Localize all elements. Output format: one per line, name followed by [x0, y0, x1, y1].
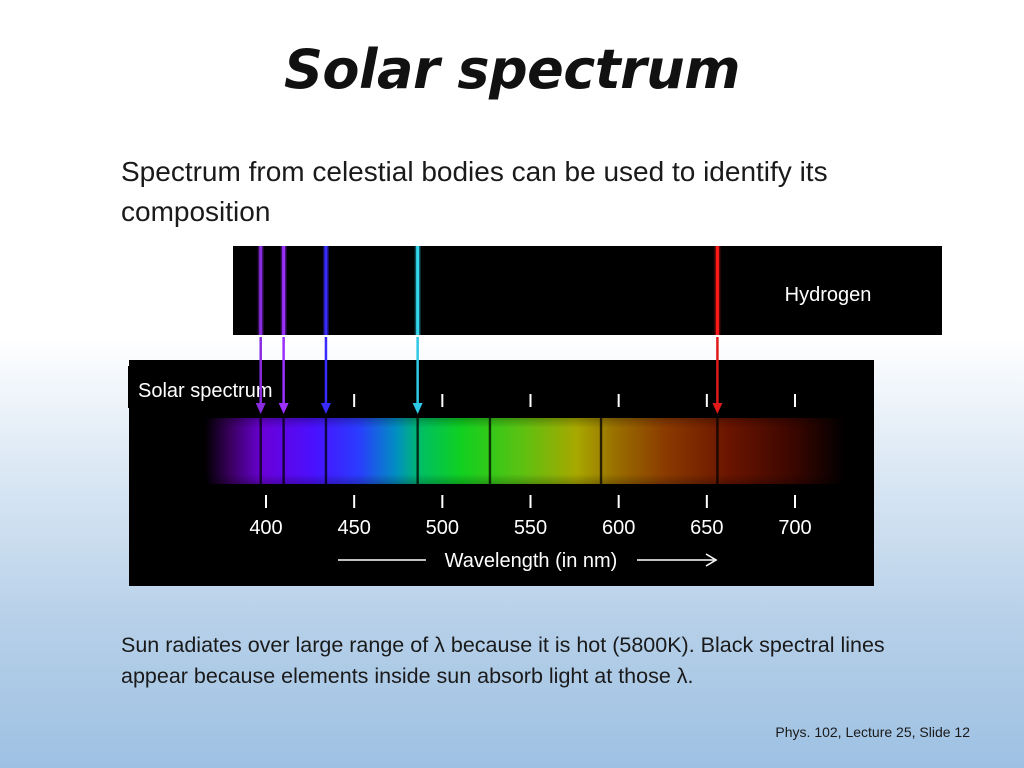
tick-label-500: 500 [426, 517, 459, 539]
caption-text: Sun radiates over large range of λ becau… [121, 633, 885, 688]
hydrogen-panel [233, 246, 942, 335]
hydrogen-label: Hydrogen [785, 284, 872, 306]
arrow-head-397 [255, 403, 266, 414]
axis-arrowhead [705, 553, 718, 567]
hydrogen-line-486 [416, 246, 420, 335]
absorption-line-527 [488, 418, 492, 484]
solar-label-box [128, 366, 296, 408]
hydrogen-line-397 [259, 246, 263, 335]
tick-label-650: 650 [690, 517, 723, 539]
tick-label-600: 600 [602, 517, 635, 539]
hydrogen-emission-lines [257, 246, 721, 335]
intro-text: Spectrum from celestial bodies can be us… [121, 156, 828, 227]
connecting-arrows [255, 337, 723, 414]
absorption-line-656 [716, 418, 719, 484]
absorption-line-590 [599, 418, 603, 484]
absorption-lines [259, 418, 719, 484]
absorption-line-486 [416, 418, 419, 484]
bottom-ticks [265, 495, 796, 508]
slide-footer: Phys. 102, Lecture 25, Slide 12 [775, 724, 970, 740]
tick-labels: 400 450 500 550 600 650 700 [249, 517, 811, 539]
tick-label-550: 550 [514, 517, 547, 539]
tick-label-450: 450 [337, 517, 370, 539]
top-ticks [353, 394, 796, 407]
solar-label: Solar spectrum [138, 380, 273, 402]
solar-spectrum-shading [205, 418, 845, 484]
slide-title: Solar spectrum [284, 38, 740, 101]
axis-title: Wavelength (in nm) [445, 550, 618, 572]
absorption-line-397 [259, 418, 262, 484]
arrow-head-486 [412, 403, 423, 414]
absorption-line-434 [324, 418, 328, 484]
tick-label-400: 400 [249, 517, 282, 539]
hydrogen-line-410 [282, 246, 286, 335]
absorption-line-410 [282, 418, 285, 484]
arrow-head-410 [278, 403, 289, 414]
tick-label-700: 700 [778, 517, 811, 539]
hydrogen-line-656 [715, 246, 719, 335]
arrow-head-434 [320, 403, 331, 414]
arrow-head-656 [712, 403, 723, 414]
hydrogen-line-434 [324, 246, 328, 335]
